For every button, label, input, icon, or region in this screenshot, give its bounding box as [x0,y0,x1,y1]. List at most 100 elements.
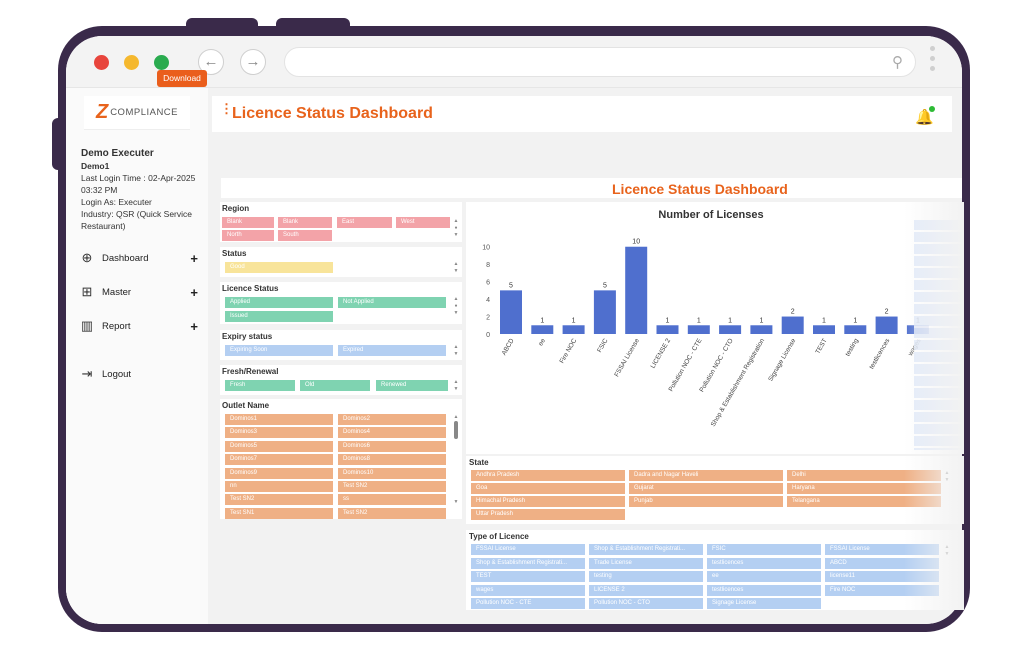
state-chip[interactable]: Delhi [787,470,941,481]
data-label: 1 [697,317,701,324]
state-chip[interactable]: Punjab [629,496,783,507]
state-chip[interactable]: Haryana [787,483,941,494]
region-chip[interactable]: Blank [222,217,274,228]
region-chip[interactable]: South [278,230,332,241]
fresh-chip[interactable]: Renewed [376,380,448,391]
scroll-arrows-icon[interactable]: ▲▼ [453,261,459,274]
licence-type-chip[interactable]: Trade License [589,557,703,569]
sidebar-item-report[interactable]: ▥ Report + [80,316,198,336]
state-chip[interactable]: Dadra and Nagar Haveli [629,470,783,481]
sidebar-item-master[interactable]: ⊞ Master + [80,282,198,302]
state-chip[interactable]: Gujarat [629,483,783,494]
region-chip[interactable]: Blank [278,217,332,228]
data-label: 1 [759,317,763,324]
licence-type-chip[interactable]: testing [589,571,703,582]
search-icon[interactable]: ⚲ [892,54,903,71]
outlet-chip[interactable]: Dominos5 [225,440,333,452]
outlet-chip[interactable]: Dominos9 [225,467,333,479]
licence-type-chip[interactable]: TEST [471,571,585,582]
state-chip[interactable]: Uttar Pradesh [471,509,625,520]
bar [593,290,616,334]
outlet-chip[interactable]: Test SN2 [338,507,446,519]
sidebar-item-label: Report [102,320,131,332]
licence-type-chip[interactable]: Pollution NOC - CTO [589,598,703,609]
expand-plus-icon[interactable]: + [190,318,198,334]
outlet-chip[interactable]: Test SN2 [338,481,446,492]
licence-type-chip[interactable]: Shop & Establishment Registrati... [589,544,703,555]
outlet-chip[interactable]: Dominos4 [338,427,446,439]
menu-dots-icon[interactable]: ⋮ [220,101,233,116]
sidebar-item-logout[interactable]: ⇥ Logout [80,364,198,384]
fresh-renewal-filter: Fresh/Renewal Fresh Old Renewed ▲ ▼ [220,365,462,395]
x-tick-label: FSSAI License [613,337,641,378]
outlet-chip[interactable]: Dominos3 [225,427,333,439]
status-chip[interactable]: Good [225,262,333,273]
state-chip[interactable]: Goa [471,483,625,494]
expand-plus-icon[interactable]: + [190,250,198,266]
y-tick-label: 2 [486,315,490,322]
page-title: Licence Status Dashboard [232,105,433,122]
region-chip[interactable]: North [222,230,274,241]
licence-type-chip[interactable]: FSIC [707,544,821,555]
region-chip[interactable]: East [337,217,392,228]
x-tick-label: ABCD [501,337,516,356]
fresh-chip[interactable]: Fresh [225,380,295,391]
licence-type-chip[interactable]: ABCD [825,557,939,569]
licence-type-chip[interactable]: testlicences [707,557,821,569]
licence-type-chip[interactable]: LICENSE 2 [589,584,703,596]
licence-status-chip[interactable]: Not Applied [338,297,446,308]
state-chip[interactable]: Himachal Pradesh [471,496,625,507]
licence-type-chip[interactable]: Fire NOC [825,584,939,596]
licence-type-chip[interactable]: ee [707,571,821,582]
logout-icon: ⇥ [81,366,93,381]
scroll-arrows-icon[interactable]: ▲▼ [453,379,459,392]
outlet-chip[interactable]: nn [225,481,333,492]
minimize-dot[interactable] [124,55,139,70]
licence-status-chip[interactable]: Applied [225,297,333,308]
expand-plus-icon[interactable]: + [190,284,198,300]
expiry-chip[interactable]: Expired [338,345,446,356]
licence-type-chip[interactable]: Signage License [707,598,821,609]
scroll-arrows-icon[interactable]: ▲ ● ▼ [453,296,459,316]
data-label: 5 [603,282,607,289]
sidebar-item-dashboard[interactable]: ⊕ Dashboard + [80,248,198,268]
licence-type-chip[interactable]: Shop & Establishment Registrati... [471,557,585,569]
licence-status-chip[interactable]: Issued [225,311,333,322]
close-dot[interactable] [94,55,109,70]
forward-arrow-icon[interactable]: → [240,49,266,75]
more-menu-icon[interactable] [930,46,936,76]
state-chip[interactable]: Andhra Pradesh [471,470,625,481]
fresh-chip[interactable]: Old [300,380,370,391]
outlet-chip[interactable]: ss [338,494,446,506]
bell-icon[interactable]: 🔔 [915,109,934,126]
outlet-chip[interactable]: Dominos6 [338,440,446,452]
scroll-arrows-icon[interactable]: ▲▼ [453,344,459,357]
outlet-chip[interactable]: Dominos7 [225,454,333,466]
state-chip[interactable]: Telangana [787,496,941,507]
outlet-chip[interactable]: Dominos2 [338,414,446,425]
scroll-arrows-icon[interactable]: ▲▼ [453,414,459,505]
outlet-chip[interactable]: Dominos8 [338,454,446,466]
download-button[interactable]: Download [157,70,207,87]
filter-label: State [469,458,489,467]
y-tick-label: 6 [486,280,490,287]
licence-type-chip[interactable]: wages [471,584,585,596]
licence-type-chip[interactable]: license11 [825,571,939,582]
outlet-chip[interactable]: Dominos10 [338,467,446,479]
outlet-chip[interactable]: Test SN1 [225,507,333,519]
scroll-arrows-icon[interactable]: ▲ ● ▼ [453,218,459,238]
licence-type-chip[interactable]: testlicences [707,584,821,596]
outlet-chip[interactable]: Dominos1 [225,414,333,425]
maximize-dot[interactable] [154,55,169,70]
licence-type-chip[interactable]: FSSAI License [471,544,585,555]
region-chip[interactable]: West [396,217,450,228]
expiry-chip[interactable]: Expiring Soon [225,345,333,356]
sidebar: Z COMPLIANCE Demo Executer Demo1 Last Lo… [66,88,208,624]
url-bar[interactable]: ⚲ [284,47,916,77]
licence-type-chip[interactable]: FSSAI License [825,544,939,555]
licence-type-chip[interactable]: Pollution NOC - CTE [471,598,585,609]
x-tick-label: FSIC [596,337,610,354]
logo-text: COMPLIANCE [110,107,179,118]
outlet-chip[interactable]: Test SN2 [225,494,333,506]
sidebar-item-label: Master [102,286,132,298]
